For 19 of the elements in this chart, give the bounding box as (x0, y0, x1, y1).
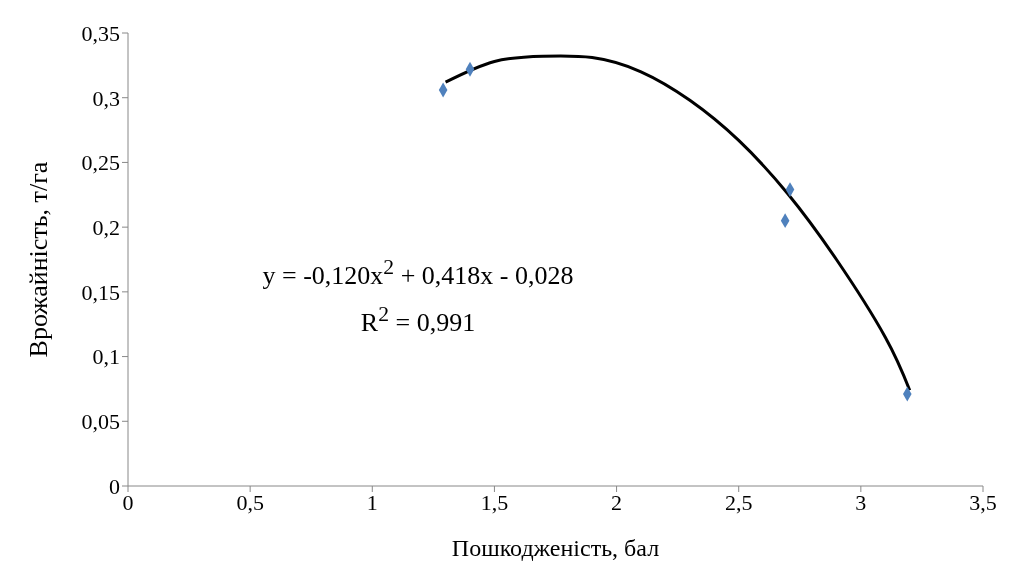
y-tick-label: 0,3 (92, 85, 120, 111)
x-tick-label: 2 (611, 489, 623, 515)
annotation: y = -0,120x$^{2}$ + 0,418x - 0,028 (261, 254, 575, 292)
y-tick-label: 0,2 (92, 214, 120, 240)
y-tick-label: 0,1 (92, 344, 120, 370)
x-tick-label: 2,5 (724, 489, 753, 515)
y-tick-label: 0,05 (81, 409, 120, 435)
x-tick-label: 1,5 (480, 489, 509, 515)
x-axis-title: Пошкодженість, бал (451, 535, 660, 561)
y-tick-label: 0,35 (81, 20, 120, 46)
x-tick-label: 3,5 (969, 489, 997, 515)
annotation: R$^{2}$ = 0,991 (359, 300, 477, 339)
y-axis-title: Врожайність, т/га (24, 161, 54, 358)
y-tick-label: 0,15 (81, 279, 120, 305)
y-tick-label: 0,25 (81, 150, 120, 176)
x-tick-label: 1 (366, 489, 378, 515)
x-tick-label: 3 (855, 489, 867, 515)
y-tick-label: 0 (109, 473, 120, 499)
x-tick-label: 0,5 (236, 489, 264, 515)
